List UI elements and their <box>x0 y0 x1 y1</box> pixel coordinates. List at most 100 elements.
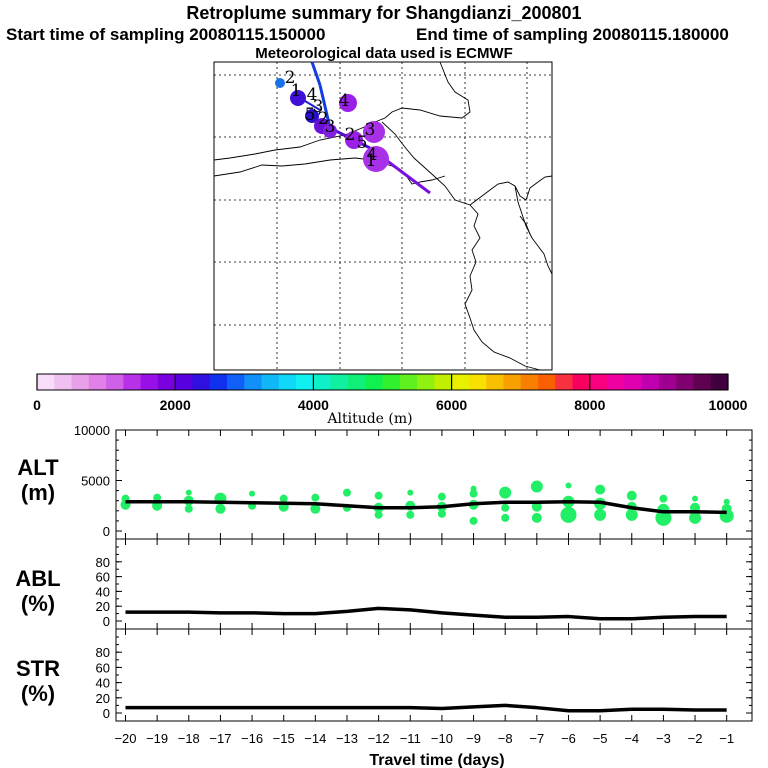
colorbar-cell <box>330 374 349 390</box>
colorbar-cell <box>589 374 608 390</box>
panels: 0500010000ALT(m)020406080ABL(%)020406080… <box>15 423 753 746</box>
colorbar-tick-label: 10000 <box>709 397 748 413</box>
colorbar-cell <box>209 374 228 390</box>
y-tick-label: 20 <box>96 691 110 706</box>
trajectory-label: 1 <box>366 151 377 171</box>
colorbar-cell <box>347 374 366 390</box>
colorbar-cell <box>451 374 470 390</box>
colorbar-cell <box>106 374 124 390</box>
altitude-point <box>595 484 606 495</box>
altitude-point <box>279 494 288 503</box>
altitude-point <box>374 491 383 500</box>
start-sampling-text: Start time of sampling 20080115.150000 <box>6 25 326 44</box>
altitude-point <box>565 482 572 489</box>
colorbar-cell <box>399 374 418 390</box>
colorbar-cell <box>140 374 159 390</box>
x-tick-label: −4 <box>624 731 639 746</box>
colorbar-cell <box>503 374 522 390</box>
altitude-point <box>469 516 478 525</box>
colorbar-tick-label: 8000 <box>574 397 605 413</box>
x-tick-label: −15 <box>273 731 295 746</box>
altitude-point <box>501 513 510 522</box>
altitude-point <box>184 504 193 513</box>
trajectory-label: 3 <box>325 117 336 137</box>
altitude-point <box>374 510 383 519</box>
colorbar-cell <box>123 374 142 390</box>
colorbar-tick-label: 2000 <box>160 397 191 413</box>
cluster-circle <box>290 90 306 106</box>
colorbar-cell <box>71 374 90 390</box>
colorbar-cell <box>382 374 401 390</box>
cluster-circle <box>305 109 319 123</box>
y-tick-label: 40 <box>96 676 110 691</box>
altitude-point <box>470 485 477 492</box>
colorbar-cell <box>192 374 211 390</box>
series-line <box>125 606 727 621</box>
colorbar-cell <box>693 374 712 390</box>
altitude-point <box>659 494 668 503</box>
panel-label: ALT <box>17 455 59 480</box>
x-tick-label: −11 <box>400 731 421 746</box>
altitude-point <box>723 498 730 505</box>
colorbar-cell <box>710 374 729 390</box>
x-tick-label: −14 <box>304 731 326 746</box>
panel-unit: (%) <box>21 591 55 616</box>
cluster-circle <box>339 94 357 112</box>
trajectory-label: 3 <box>365 120 376 140</box>
trajectory-label: 4 <box>307 85 318 105</box>
trajectory-label: 1 <box>291 81 302 101</box>
y-tick-label: 10000 <box>74 423 110 438</box>
altitude-point <box>469 489 478 498</box>
colorbar-cell <box>486 374 504 390</box>
colorbar-cells <box>37 374 729 390</box>
trajectory-label: 2 <box>285 68 296 88</box>
panel-frame <box>115 429 753 540</box>
colorbar-cell <box>244 374 263 390</box>
altitude-point <box>153 493 162 502</box>
altitude-point <box>311 493 320 502</box>
panel-unit: (m) <box>21 480 55 505</box>
colorbar-cell <box>520 374 539 390</box>
colorbar-cell <box>537 374 556 390</box>
series-line <box>125 499 727 515</box>
altitude-point <box>594 508 607 521</box>
y-tick-label: 20 <box>96 599 110 614</box>
end-sampling-text: End time of sampling 20080115.180000 <box>416 25 729 44</box>
colorbar-cell <box>624 374 643 390</box>
altitude-point <box>342 488 351 497</box>
colorbar-cell <box>572 374 591 390</box>
colorbar-cell <box>296 374 314 390</box>
trajectory-label: 5 <box>357 133 368 153</box>
colorbar-cell <box>54 374 73 390</box>
cluster-circle <box>363 146 389 172</box>
x-tick-label: −17 <box>209 731 231 746</box>
y-tick-label: 80 <box>96 555 110 570</box>
colorbar-cell <box>278 374 297 390</box>
panel-label: STR <box>16 656 60 681</box>
colorbar-cell <box>157 374 176 390</box>
x-tick-label: −12 <box>368 731 390 746</box>
y-tick-label: 0 <box>103 614 110 629</box>
colorbar-ticks: 0 2000 4000 6000 8000 10000 <box>33 374 748 413</box>
map-graticule <box>214 62 552 370</box>
colorbar-tick-label: 6000 <box>436 397 467 413</box>
colorbar-cell <box>417 374 435 390</box>
map-frame <box>213 61 553 371</box>
cluster-circle <box>345 131 363 149</box>
colorbar-cell <box>641 374 660 390</box>
y-tick-label: 80 <box>96 645 110 660</box>
altitude-point <box>560 506 577 523</box>
colorbar-cell <box>676 374 694 390</box>
altitude-point <box>530 480 543 493</box>
x-tick-label: −18 <box>178 731 200 746</box>
met-data-text: Meteorological data used is ECMWF <box>255 45 513 62</box>
altitude-point <box>531 512 542 523</box>
x-tick-label: −8 <box>498 731 513 746</box>
altitude-point <box>249 490 256 497</box>
x-tick-label: −2 <box>688 731 703 746</box>
panel-label: ABL <box>15 566 60 591</box>
x-tick-label: −3 <box>656 731 671 746</box>
colorbar-cell <box>365 374 383 390</box>
x-tick-label: −10 <box>431 731 453 746</box>
